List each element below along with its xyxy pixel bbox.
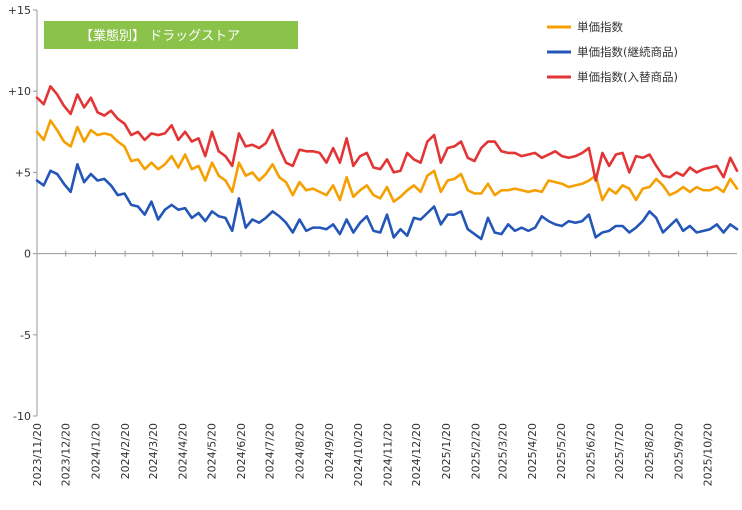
- x-tick-label: 2025/9/20: [673, 423, 686, 479]
- y-tick-label: -10: [13, 410, 31, 423]
- x-tick-label: 2025/1/20: [440, 423, 453, 479]
- series-layer: [35, 85, 739, 241]
- x-tick-label: 2025/8/20: [643, 423, 656, 479]
- x-tick-label: 2025/5/20: [555, 423, 568, 479]
- legend-label: 単価指数: [577, 20, 623, 34]
- y-tick-label: +10: [8, 85, 31, 98]
- x-tick-label: 2024/4/20: [177, 423, 190, 479]
- series-line-1: [35, 162, 739, 241]
- title-badge-box: [44, 21, 298, 49]
- x-tick-label: 2023/12/20: [60, 423, 73, 486]
- x-tick-label: 2024/8/20: [293, 423, 306, 479]
- series-line-2: [35, 85, 739, 182]
- y-tick-label: -5: [20, 329, 31, 342]
- title-badge-text: 【業態別】 ドラッグストア: [80, 28, 240, 44]
- x-tick-label: 2025/4/20: [526, 423, 539, 479]
- x-tick-label: 2024/7/20: [264, 423, 277, 479]
- legend-background: [538, 12, 738, 92]
- x-tick-label: 2023/11/20: [31, 423, 44, 486]
- legend-label: 単価指数(入替商品): [577, 70, 678, 84]
- y-tick-label: 0: [24, 248, 31, 261]
- x-tick-label: 2024/6/20: [235, 423, 248, 479]
- x-tick-label: 2025/2/20: [470, 423, 483, 479]
- x-tick-label: 2024/2/20: [119, 423, 132, 479]
- y-tick-label: +15: [8, 4, 31, 17]
- x-tick-label: 2025/7/20: [613, 423, 626, 479]
- x-tick-label: 2024/3/20: [147, 423, 160, 479]
- x-tick-label: 2024/1/20: [89, 423, 102, 479]
- x-tick-label: 2025/6/20: [584, 423, 597, 479]
- legend-label: 単価指数(継続商品): [577, 45, 678, 59]
- x-tick-label: 2024/12/20: [410, 423, 423, 486]
- x-tick-label: 2024/10/20: [352, 423, 365, 486]
- x-tick-label: 2025/3/20: [496, 423, 509, 479]
- y-tick-label: +5: [15, 166, 31, 179]
- x-tick-label: 2024/5/20: [205, 423, 218, 479]
- x-tick-label: 2024/9/20: [323, 423, 336, 479]
- x-tick-label: 2025/10/20: [701, 423, 714, 486]
- x-tick-label: 2024/11/20: [381, 423, 394, 486]
- series-line-0: [35, 119, 739, 203]
- title-badge: 【業態別】 ドラッグストア: [44, 21, 298, 49]
